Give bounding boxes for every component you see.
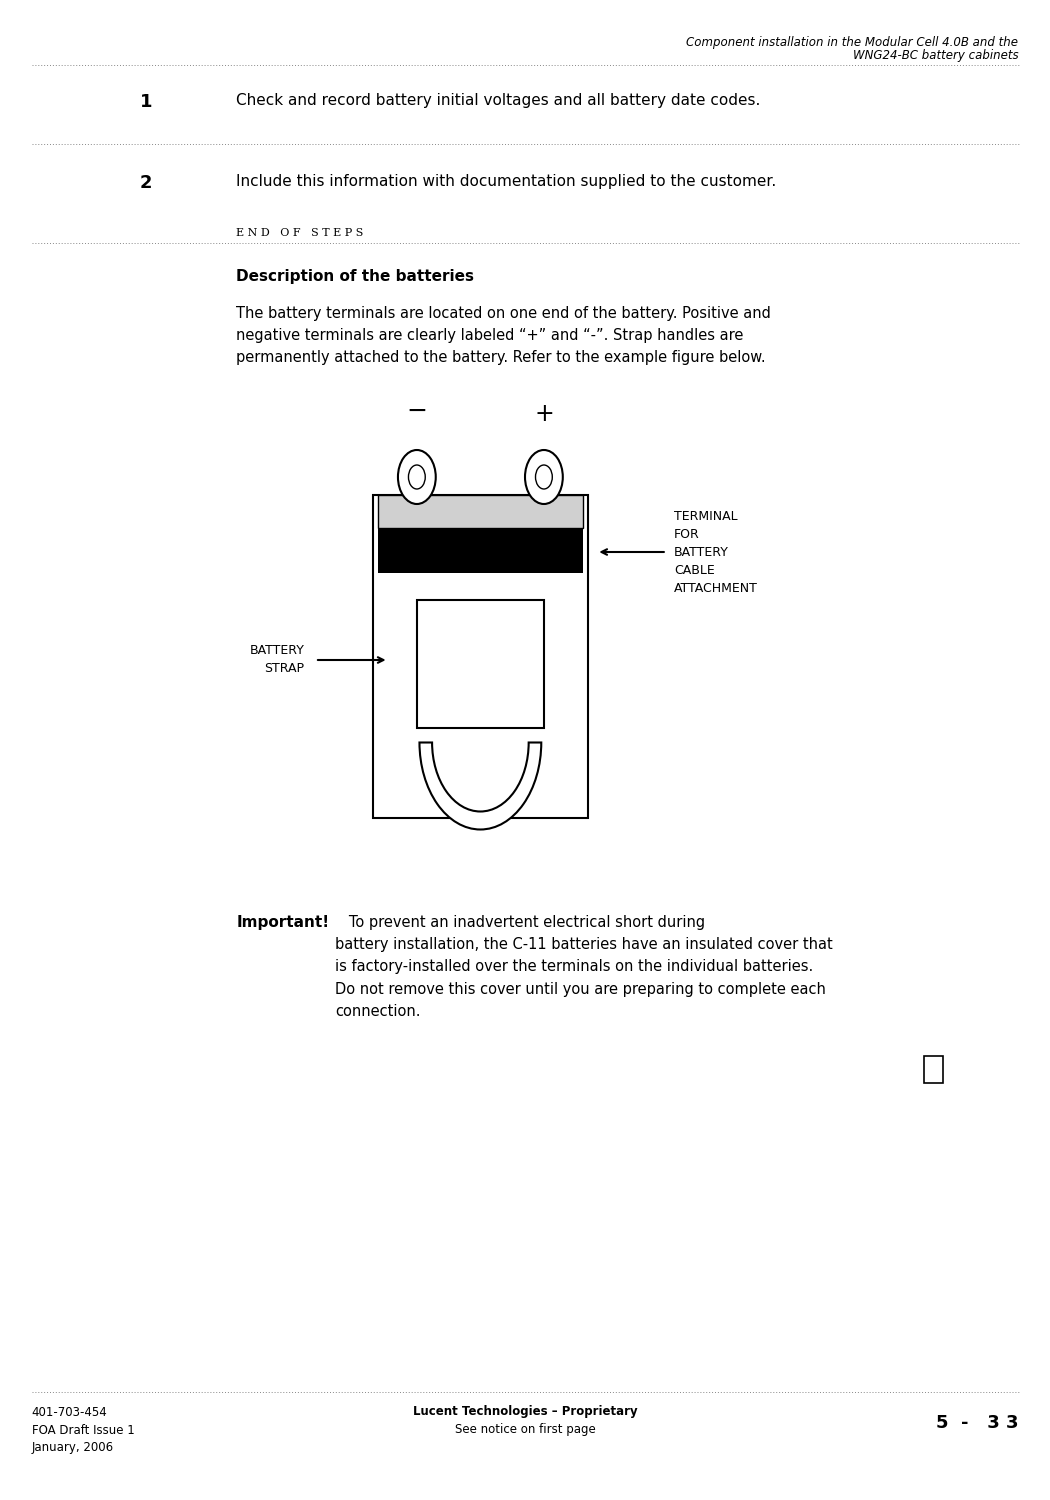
Bar — [417, 600, 544, 728]
Text: +: + — [534, 402, 553, 426]
Text: FOA Draft Issue 1: FOA Draft Issue 1 — [32, 1424, 134, 1437]
Circle shape — [408, 465, 425, 489]
Text: E N D   O F   S T E P S: E N D O F S T E P S — [236, 228, 363, 238]
Text: 401-703-454: 401-703-454 — [32, 1406, 107, 1419]
Text: Component installation in the Modular Cell 4.0B and the: Component installation in the Modular Ce… — [687, 36, 1018, 50]
Text: The battery terminals are located on one end of the battery. Positive and
negati: The battery terminals are located on one… — [236, 306, 771, 366]
Text: Include this information with documentation supplied to the customer.: Include this information with documentat… — [236, 174, 777, 189]
Bar — [378, 495, 583, 528]
Text: Check and record battery initial voltages and all battery date codes.: Check and record battery initial voltage… — [236, 93, 760, 108]
Text: 2: 2 — [140, 174, 152, 192]
Text: To prevent an inadvertent electrical short during
battery installation, the C-11: To prevent an inadvertent electrical sho… — [335, 915, 833, 1019]
Wedge shape — [419, 742, 542, 830]
Text: Lucent Technologies – Proprietary: Lucent Technologies – Proprietary — [413, 1406, 637, 1419]
Circle shape — [398, 450, 436, 504]
Text: Important!: Important! — [236, 915, 330, 930]
Text: 5  -   3 3: 5 - 3 3 — [936, 1414, 1018, 1432]
Text: WNG24-BC battery cabinets: WNG24-BC battery cabinets — [853, 50, 1018, 63]
Bar — [378, 525, 583, 573]
Text: −: − — [406, 399, 427, 423]
Text: TERMINAL
FOR
BATTERY
CABLE
ATTACHMENT: TERMINAL FOR BATTERY CABLE ATTACHMENT — [674, 510, 758, 594]
Bar — [373, 495, 588, 818]
Text: BATTERY
STRAP: BATTERY STRAP — [250, 645, 304, 675]
Text: See notice on first page: See notice on first page — [455, 1424, 595, 1437]
Bar — [924, 1056, 943, 1083]
Text: 1: 1 — [140, 93, 152, 111]
Text: Description of the batteries: Description of the batteries — [236, 268, 475, 284]
Text: January, 2006: January, 2006 — [32, 1442, 113, 1455]
Circle shape — [536, 465, 552, 489]
Circle shape — [525, 450, 563, 504]
